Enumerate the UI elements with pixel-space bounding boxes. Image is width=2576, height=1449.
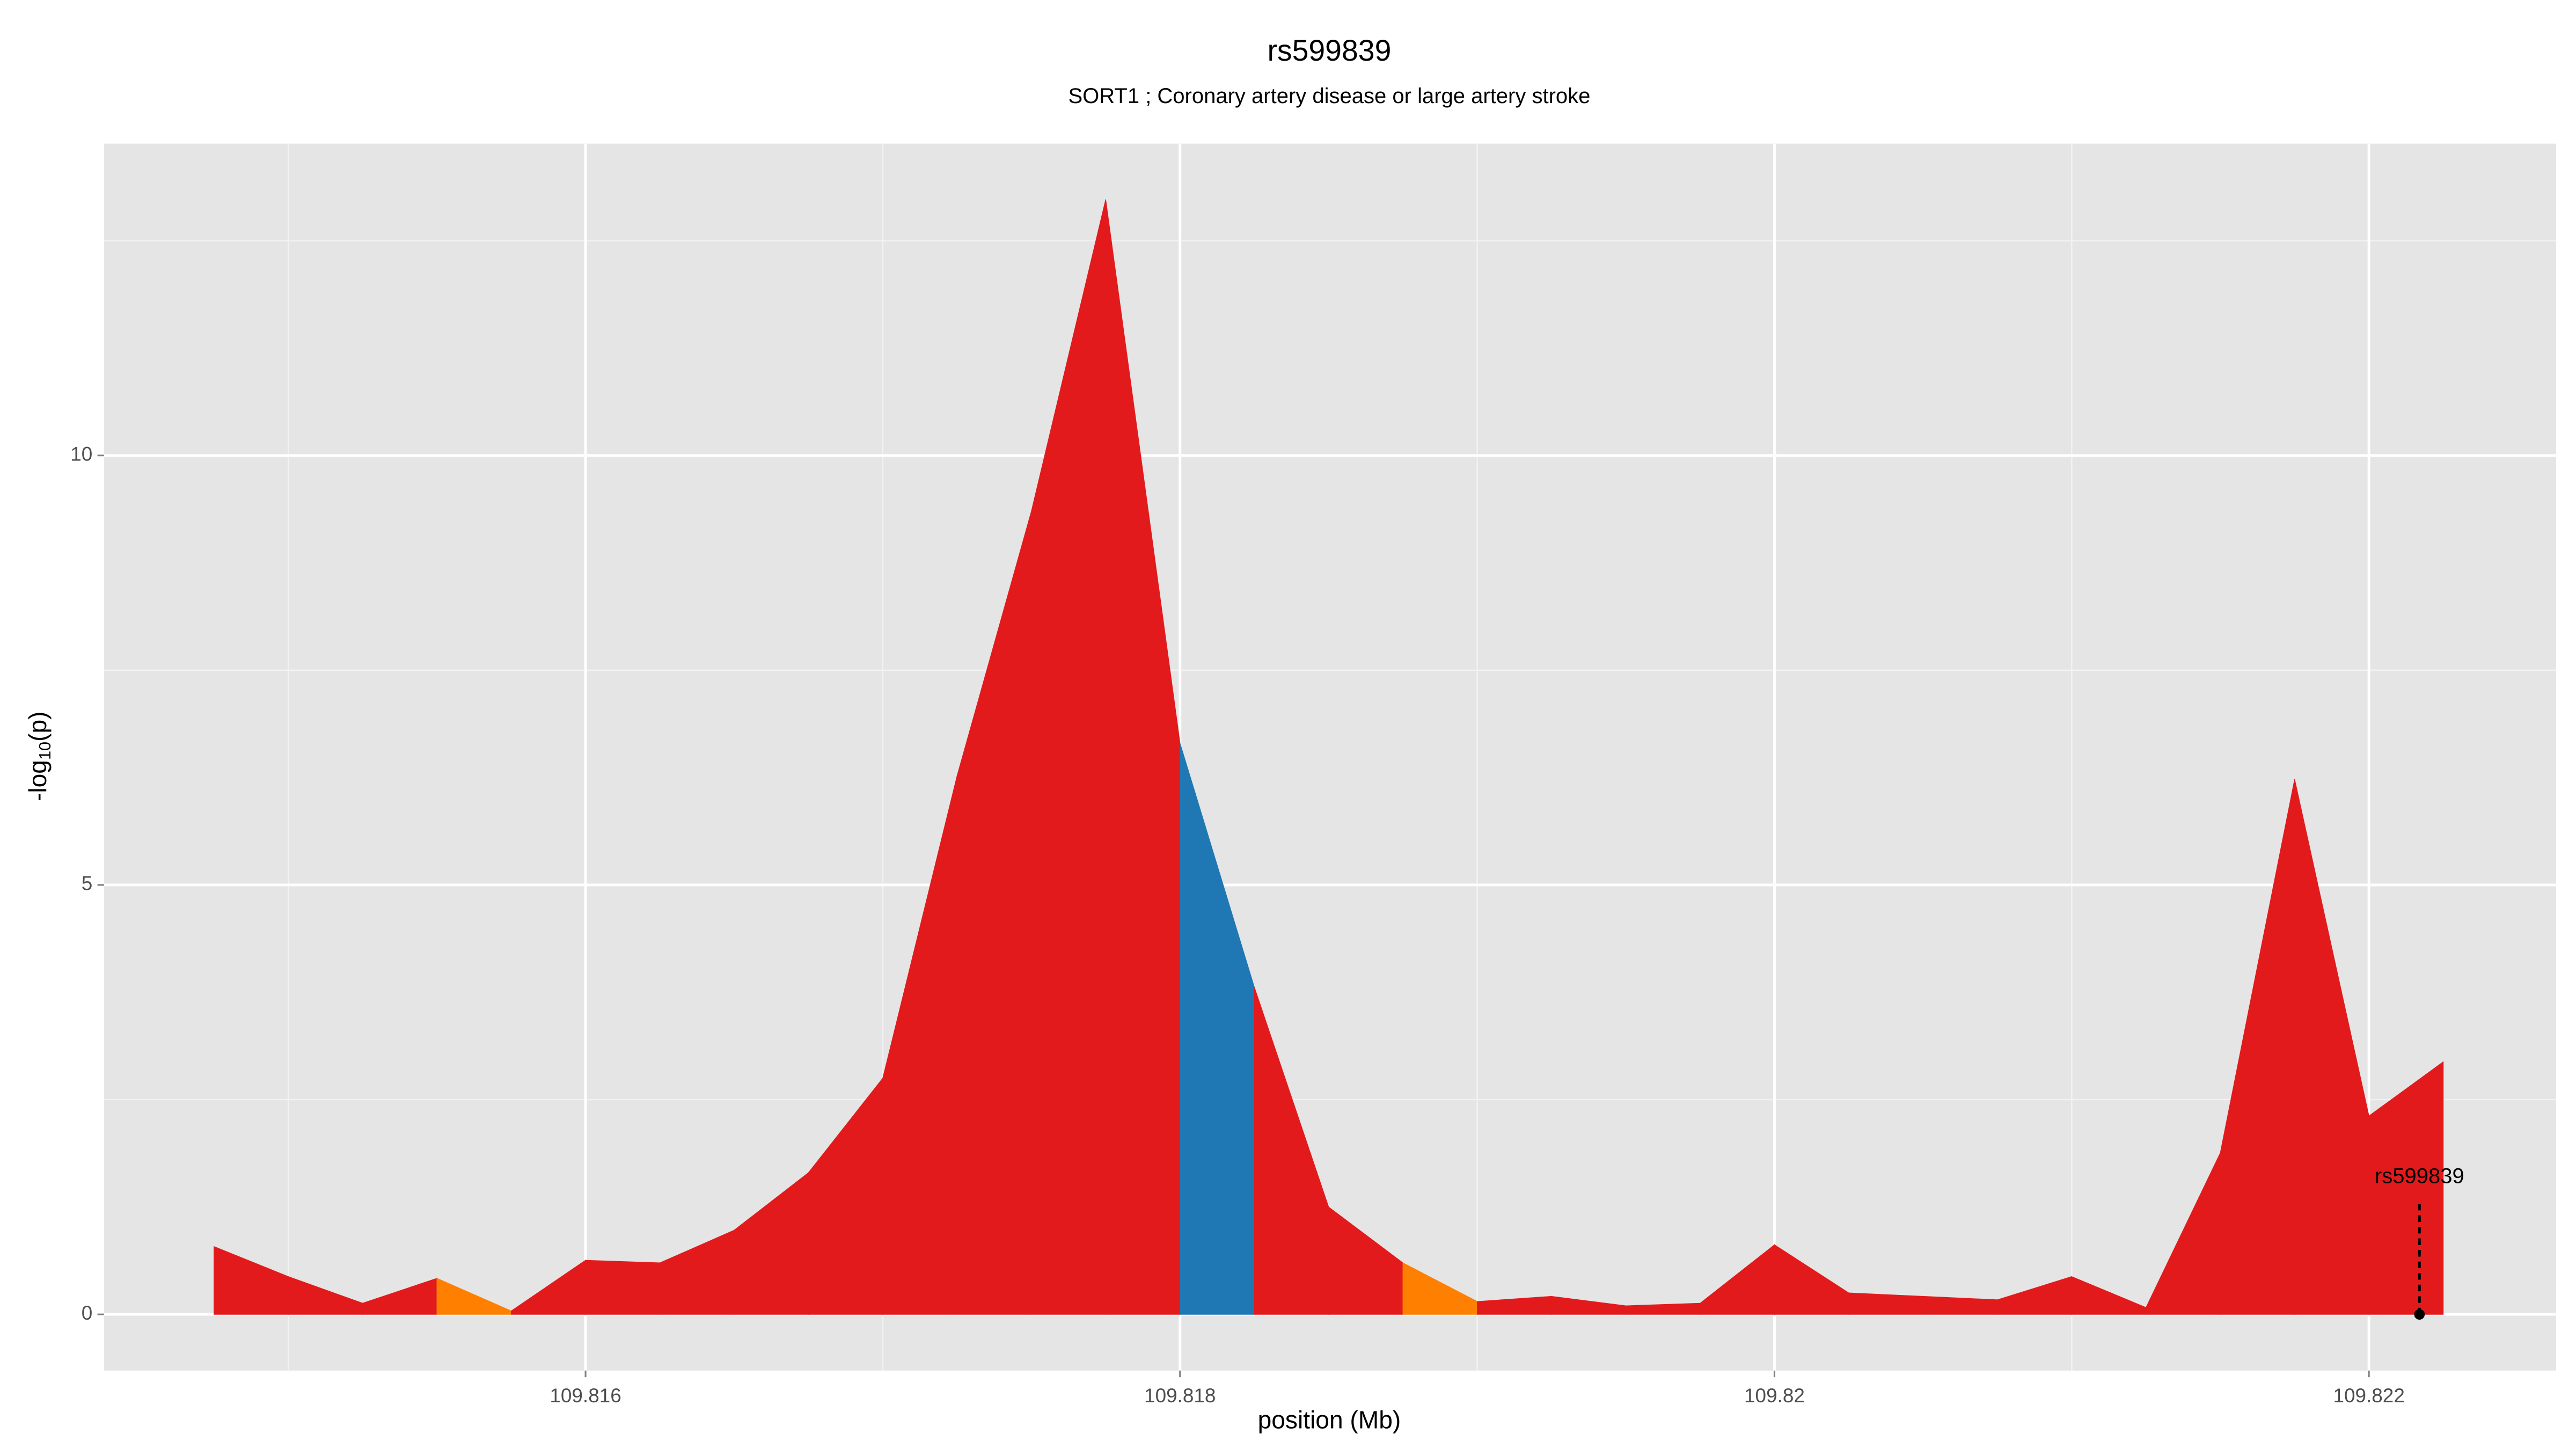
x-axis-label: position (Mb) bbox=[1258, 1406, 1401, 1433]
x-tick-label: 109.82 bbox=[1744, 1385, 1805, 1407]
chart-title: rs599839 bbox=[1267, 34, 1391, 67]
x-tick-label: 109.816 bbox=[550, 1385, 621, 1407]
area-segment bbox=[585, 1260, 661, 1315]
y-axis-label: -log10(p) bbox=[24, 711, 54, 801]
y-tick-label: 0 bbox=[82, 1302, 93, 1324]
x-tick-label: 109.818 bbox=[1144, 1385, 1216, 1407]
annotation-label: rs599839 bbox=[2375, 1164, 2464, 1188]
y-tick-label: 10 bbox=[70, 443, 92, 465]
y-label-prefix: -log bbox=[24, 760, 52, 801]
x-tick-label: 109.822 bbox=[2333, 1385, 2404, 1407]
area-segment bbox=[1848, 1292, 1923, 1315]
plot-panel bbox=[104, 143, 2557, 1371]
area-segment bbox=[1922, 1296, 1998, 1315]
chart-subtitle: SORT1 ; Coronary artery disease or large… bbox=[1068, 84, 1590, 108]
y-label-suffix: (p) bbox=[24, 711, 52, 741]
y-label-subscript: 10 bbox=[35, 742, 54, 760]
annotation-point bbox=[2414, 1309, 2425, 1320]
y-tick-label: 5 bbox=[82, 873, 93, 895]
